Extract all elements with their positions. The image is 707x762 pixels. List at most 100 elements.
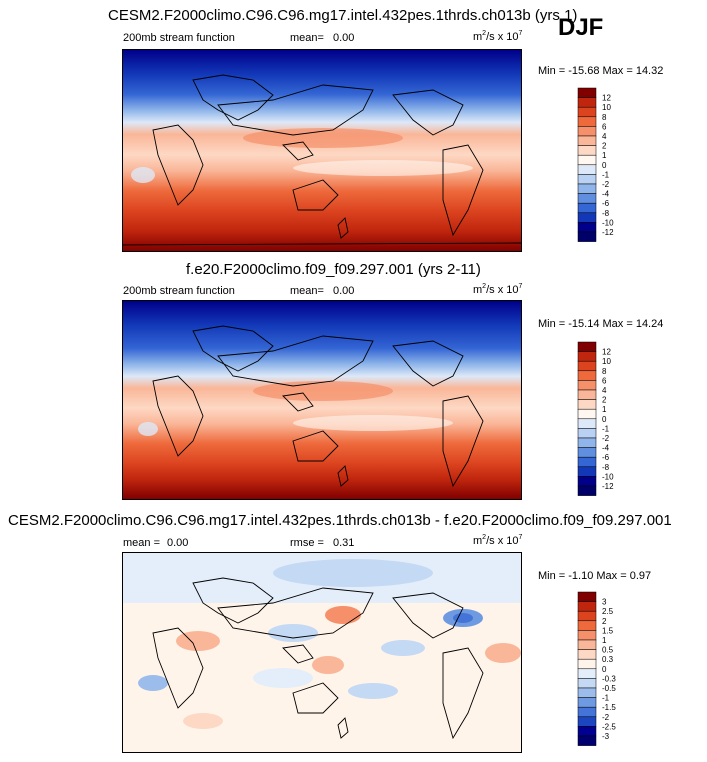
panel3-colorbar-box bbox=[577, 630, 597, 641]
panel1-variable: 200mb stream function bbox=[123, 32, 235, 44]
panel3-colorbar-label: -2.5 bbox=[602, 722, 616, 731]
panel3-colorbar-box bbox=[577, 687, 597, 698]
panel1-colorbar-label: -4 bbox=[602, 190, 610, 199]
panel1-colorbar-box bbox=[577, 222, 597, 233]
panel3-colorbar-label: -1 bbox=[602, 694, 610, 703]
panel2-colorbar-label: 0 bbox=[602, 415, 607, 424]
panel1-colorbar-label: 6 bbox=[602, 122, 607, 131]
panel1-colorbar-box bbox=[577, 183, 597, 194]
panel2-colorbar-label: 6 bbox=[602, 376, 607, 385]
panel2-colorbar-label: -10 bbox=[602, 472, 614, 481]
panel2-mean-label: mean= bbox=[290, 285, 324, 297]
panel2-units: m2/s x 107 bbox=[473, 283, 523, 296]
panel1-colorbar-box bbox=[577, 87, 597, 98]
panel2-colorbar-box bbox=[577, 428, 597, 439]
panel3-colorbar-label: -0.5 bbox=[602, 684, 616, 693]
panel3-colorbar-label: -2 bbox=[602, 713, 610, 722]
panel3-colorbar-box bbox=[577, 601, 597, 612]
panel2-map bbox=[122, 300, 522, 500]
panel3-colorbar-label: 0 bbox=[602, 665, 607, 674]
panel3-colorbar-label: -3 bbox=[602, 732, 610, 741]
panel3-rmse-label: rmse = bbox=[290, 537, 324, 549]
panel3-colorbar-label: 1.5 bbox=[602, 626, 614, 635]
panel2-colorbar-label: 8 bbox=[602, 367, 607, 376]
panel2-colorbar-label: -12 bbox=[602, 482, 614, 491]
panel3-colorbar-box bbox=[577, 610, 597, 622]
panel1-colorbar-label: 12 bbox=[602, 94, 611, 103]
panel2-colorbar-box bbox=[577, 466, 597, 477]
panel2-colorbar-label: -1 bbox=[602, 424, 610, 433]
panel2-colorbar-box bbox=[577, 408, 597, 420]
panel1-colorbar-box bbox=[577, 164, 597, 175]
panel2-mean-value: 0.00 bbox=[333, 285, 355, 297]
panel1-colorbar-label: 1 bbox=[602, 151, 607, 160]
panel1-colorbar-label: -2 bbox=[602, 180, 610, 189]
panel3-coastlines bbox=[152, 577, 484, 740]
panel1-colorbar-label: 4 bbox=[602, 132, 607, 141]
panel3-colorbar-label: 0.3 bbox=[602, 655, 614, 664]
panel3-colorbar-label: -0.3 bbox=[602, 674, 616, 683]
panel3-colorbar-box bbox=[577, 726, 597, 737]
panel1-colorbar-label: -12 bbox=[602, 228, 614, 237]
panel1-colorbar-label: 0 bbox=[602, 161, 607, 170]
panel1-map bbox=[122, 49, 522, 252]
panel1-colorbar-box bbox=[577, 126, 597, 137]
panel3-colorbar-label: -1.5 bbox=[602, 703, 616, 712]
panel1-colorbar-box bbox=[577, 106, 597, 118]
panel1-colorbar-label: -1 bbox=[602, 170, 610, 179]
panel2-colorbar-label: -6 bbox=[602, 453, 610, 462]
panel2-colorbar-box bbox=[577, 370, 597, 381]
panel1-colorbar-box bbox=[577, 231, 597, 242]
panel2-colorbar-label: -4 bbox=[602, 444, 610, 453]
panel2-colorbar-label: 12 bbox=[602, 348, 611, 357]
panel2-title: f.e20.F2000climo.f09_f09.297.001 (yrs 2-… bbox=[186, 261, 481, 278]
panel2-colorbar-label: 2 bbox=[602, 396, 607, 405]
panel1-map-svg bbox=[122, 50, 522, 251]
panel3-title: CESM2.F2000climo.C96.C96.mg17.intel.432p… bbox=[8, 512, 672, 529]
panel3-mean-value: 0.00 bbox=[167, 537, 189, 549]
panel1-mean-value: 0.00 bbox=[333, 32, 355, 44]
panel2-colorbar-box bbox=[577, 418, 597, 429]
season-label: DJF bbox=[558, 14, 604, 41]
panel1-colorbar-label: -6 bbox=[602, 199, 610, 208]
panel1-colorbar-box bbox=[577, 202, 597, 214]
panel3-mean-label: mean = bbox=[123, 537, 160, 549]
panel1-colorbar-label: 8 bbox=[602, 113, 607, 122]
panel2-map-svg bbox=[123, 301, 521, 499]
panel3-colorbar-box bbox=[577, 668, 597, 679]
panel2-colorbar-label: 1 bbox=[602, 405, 607, 414]
panel3-colorbar-label: 2 bbox=[602, 617, 607, 626]
panel3-colorbar-label: 0.5 bbox=[602, 646, 614, 655]
panel1-colorbar-box bbox=[577, 174, 597, 185]
panel2-colorbar-box bbox=[577, 437, 597, 448]
panel2-colorbar-box bbox=[577, 485, 597, 496]
panel2-colorbar-box bbox=[577, 351, 597, 362]
panel3-colorbar-box bbox=[577, 735, 597, 746]
panel2-colorbar-box bbox=[577, 447, 597, 458]
panel1-colorbar-label: 2 bbox=[602, 142, 607, 151]
panel3-colorbar-label: 1 bbox=[602, 636, 607, 645]
panel3-map bbox=[122, 552, 522, 753]
panel3-colorbar-box bbox=[577, 591, 597, 602]
panel3-minmax: Min = -1.10 Max = 0.97 bbox=[538, 570, 652, 582]
panel2-coastlines bbox=[152, 325, 484, 488]
panel2-minmax: Min = -15.14 Max = 14.24 bbox=[538, 318, 664, 330]
panel1-colorbar-box bbox=[577, 212, 597, 223]
panel1-minmax: Min = -15.68 Max = 14.32 bbox=[538, 65, 664, 77]
panel3-colorbar-box bbox=[577, 678, 597, 689]
panel1-units: m2/s x 107 bbox=[473, 30, 523, 43]
panel2-colorbar-label: 4 bbox=[602, 386, 607, 395]
panel3-colorbar-box bbox=[577, 658, 597, 670]
panel3-colorbar-box bbox=[577, 649, 597, 660]
panel1-colorbar-box bbox=[577, 135, 597, 146]
panel2-colorbar-box bbox=[577, 456, 597, 468]
panel3-colorbar-label: 3 bbox=[602, 598, 607, 607]
panel1-colorbar-box bbox=[577, 154, 597, 166]
panel1-colorbar-box bbox=[577, 193, 597, 204]
panel2-colorbar-label: 10 bbox=[602, 357, 611, 366]
panel1-colorbar-box bbox=[577, 116, 597, 127]
panel2-colorbar-label: -2 bbox=[602, 434, 610, 443]
panel2-colorbar-box bbox=[577, 476, 597, 487]
